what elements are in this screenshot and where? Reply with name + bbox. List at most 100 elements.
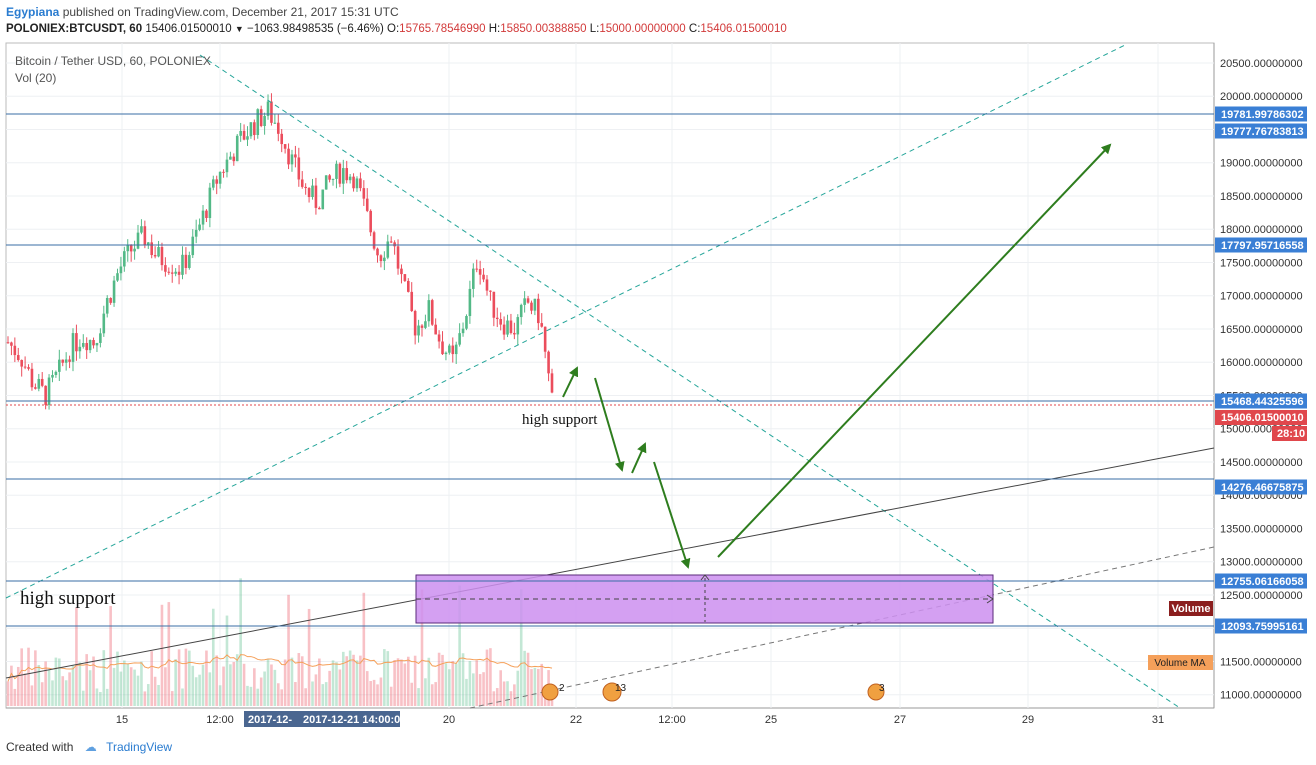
time-axis[interactable]: 15 12:00 20 22 12:00 25 27 29 31 2017-12- 2017-12-… xyxy=(116,711,1164,727)
candle-body xyxy=(348,176,352,181)
volume-bar xyxy=(239,578,242,706)
high-label: H: xyxy=(488,23,501,35)
volume-bar xyxy=(174,659,177,706)
svg-text:2: 2 xyxy=(559,683,565,694)
volume-bar xyxy=(259,677,263,706)
candle-body xyxy=(30,368,34,388)
candle-body xyxy=(430,300,434,325)
close-value: 15406.01500010 xyxy=(700,23,787,35)
open-value: 15765.78546990 xyxy=(399,23,486,35)
candle-body xyxy=(181,254,184,275)
x-tick-label: 27 xyxy=(894,714,906,726)
arrow-1[interactable] xyxy=(562,366,579,398)
volume-bar xyxy=(249,686,253,706)
volume-bar xyxy=(499,670,502,706)
volume-bar xyxy=(211,608,215,706)
volume-bar xyxy=(294,682,297,706)
price-change: −1063.98498535 (−6.46%) xyxy=(246,23,384,35)
candle-body xyxy=(6,342,10,344)
volume-bar xyxy=(235,654,239,706)
volume-bar xyxy=(290,657,294,706)
volume-bar xyxy=(420,589,424,706)
volume-bar xyxy=(307,608,311,706)
event-flag-2[interactable]: 13 xyxy=(602,682,627,702)
ascending-trendline[interactable] xyxy=(5,44,1126,599)
y-tick-label: 20000.00000000 xyxy=(1220,91,1303,103)
volume-bar xyxy=(88,670,92,706)
grey-dashed-trendline[interactable] xyxy=(469,546,1215,709)
candle-body xyxy=(365,198,369,211)
candle-body xyxy=(27,367,30,369)
arrow-4[interactable] xyxy=(653,461,691,569)
x-tick-label: 12:00 xyxy=(206,714,234,726)
volume-bar xyxy=(157,684,160,706)
candle-body xyxy=(13,345,17,356)
author-link[interactable]: Egypiana xyxy=(6,5,60,19)
volume-bar xyxy=(492,691,496,706)
y-tick-label: 18000.00000000 xyxy=(1220,224,1303,236)
candle-body xyxy=(290,154,294,165)
volume-bar xyxy=(348,650,352,706)
candle-body xyxy=(81,343,85,347)
y-tick-label: 12500.00000000 xyxy=(1220,590,1303,602)
symbol-label: POLONIEX:BTCUSDT, 60 xyxy=(6,23,143,35)
tradingview-link[interactable]: TradingView xyxy=(106,740,173,754)
candle-body xyxy=(208,187,212,219)
candle-body xyxy=(211,179,215,188)
volume-bar xyxy=(188,650,191,706)
candle-body xyxy=(478,269,482,275)
volume-bar xyxy=(109,605,112,706)
candle-body xyxy=(489,290,492,292)
arrow-3[interactable] xyxy=(631,442,647,474)
volume-bar xyxy=(365,671,369,706)
svg-text:3: 3 xyxy=(879,683,885,694)
volume-bar xyxy=(30,685,34,706)
candle-body xyxy=(362,188,366,199)
arrow-5[interactable] xyxy=(717,143,1112,558)
volume-bar xyxy=(170,691,174,706)
candle-body xyxy=(345,168,349,181)
candle-body xyxy=(246,136,249,140)
annotation-high-support-2[interactable]: high support xyxy=(20,588,116,609)
projection-arrows[interactable] xyxy=(562,143,1112,569)
volume-bar xyxy=(208,672,212,706)
candle-body xyxy=(85,343,88,351)
price-axis[interactable]: 11000.0000000011500.0000000012000.000000… xyxy=(1220,58,1303,702)
volume-bar xyxy=(526,652,530,706)
down-triangle-icon: ▼ xyxy=(234,24,244,34)
volume-bar xyxy=(458,585,461,706)
y-tick-label: 11500.00000000 xyxy=(1220,656,1302,668)
x-highlight-1 xyxy=(244,711,300,727)
volume-bar xyxy=(430,684,434,706)
level-tag-label: 12755.06166058 xyxy=(1221,576,1304,588)
volume-bar xyxy=(509,691,513,706)
candle-body xyxy=(153,255,157,257)
volume-bar xyxy=(263,671,266,706)
candle-body xyxy=(23,366,27,368)
descending-trendline[interactable] xyxy=(199,54,1181,709)
volume-bar xyxy=(362,592,366,706)
candle-body xyxy=(164,265,167,272)
arrow-2[interactable] xyxy=(594,377,625,472)
volume-bar xyxy=(417,688,420,706)
y-tick-label: 20500.00000000 xyxy=(1220,58,1303,70)
volume-bar xyxy=(454,663,458,706)
level-tag-label: 14276.46675875 xyxy=(1221,482,1304,494)
y-tick-label: 19000.00000000 xyxy=(1220,158,1303,170)
event-flag-1[interactable]: 2 xyxy=(541,683,565,701)
y-tick-label: 11000.00000000 xyxy=(1220,690,1302,702)
volume-bar xyxy=(533,667,537,706)
volume-ma-tag-label: Volume MA xyxy=(1154,658,1205,669)
y-tick-label: 18500.00000000 xyxy=(1220,191,1303,203)
volume-bar xyxy=(335,662,338,706)
black-trendline[interactable] xyxy=(5,447,1215,679)
annotation-high-support-1[interactable]: high support xyxy=(522,412,598,428)
candle-body xyxy=(140,226,143,233)
volume-bar xyxy=(16,666,20,706)
legend-title: Bitcoin / Tether USD, 60, POLONIEX xyxy=(15,54,211,68)
event-flag-3[interactable]: 3 xyxy=(867,683,885,701)
candle-body xyxy=(44,385,47,405)
volume-bar xyxy=(85,654,88,706)
candle-body xyxy=(314,185,318,208)
